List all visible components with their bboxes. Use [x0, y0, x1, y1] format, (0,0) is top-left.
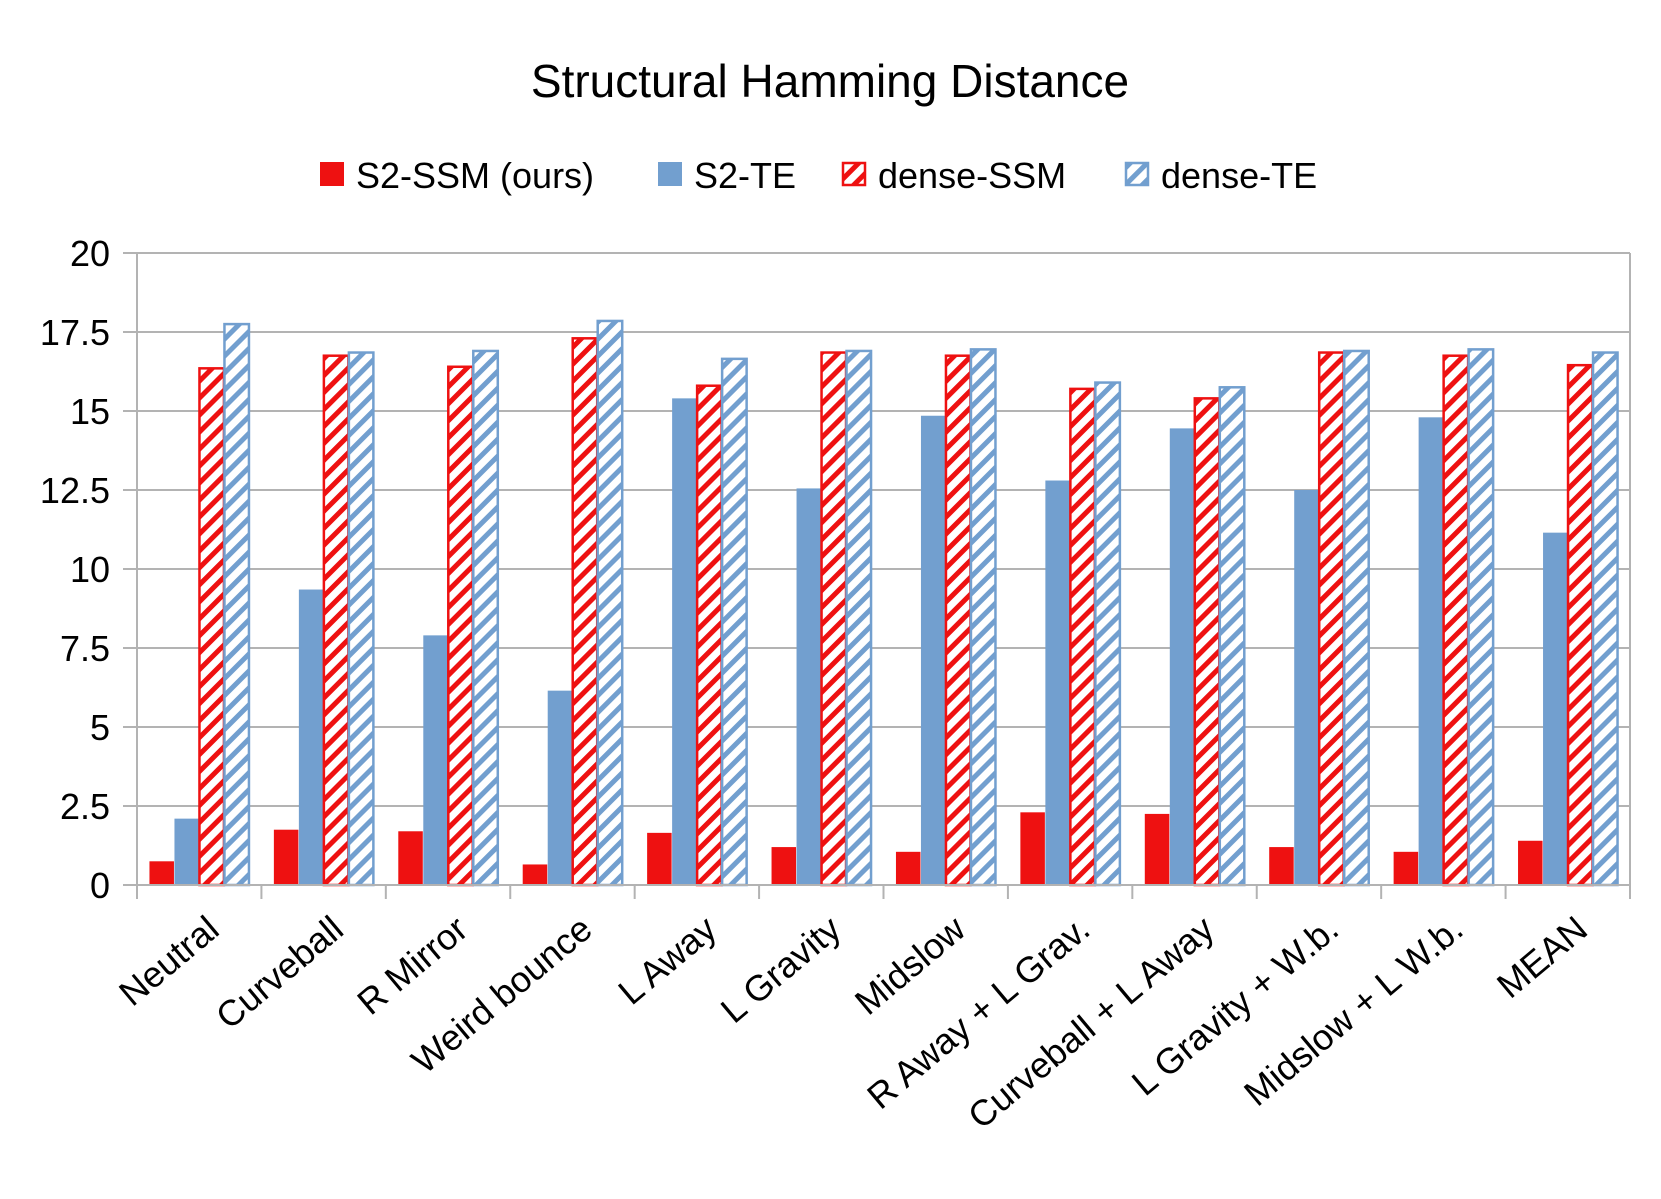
chart-title: Structural Hamming Distance: [531, 55, 1129, 107]
bar-dense-ssm: [198, 367, 226, 887]
x-tick-label: L Gravity + W.b.: [1124, 908, 1346, 1104]
bar-dense-ssm: [1069, 387, 1097, 887]
legend-label: S2-TE: [694, 155, 796, 196]
bar-s2-ssm-ours: [149, 861, 174, 885]
bar-s2-ssm-ours: [1518, 840, 1543, 885]
x-tick-label: Curveball: [208, 908, 351, 1037]
bar-dense-te: [969, 348, 997, 887]
bar-s2-te: [1418, 417, 1444, 885]
bar-dense-te: [1342, 349, 1370, 887]
bar-s2-ssm-ours: [647, 832, 672, 885]
x-tick-label: Neutral: [111, 908, 226, 1014]
legend-label: dense-TE: [1161, 155, 1317, 196]
bar-dense-te: [1467, 348, 1495, 887]
legend-label: dense-SSM: [878, 155, 1066, 196]
bar-dense-te: [1591, 351, 1619, 887]
bar-dense-ssm: [447, 365, 475, 887]
bar-dense-te: [596, 319, 624, 887]
bar-s2-te: [423, 635, 448, 885]
x-tick-label: L Gravity: [713, 908, 849, 1031]
legend-swatch: [320, 162, 344, 186]
y-tick-label: 20: [70, 233, 110, 274]
y-tick-label: 5: [90, 707, 110, 748]
bar-s2-ssm-ours: [522, 864, 548, 885]
y-tick-label: 17.5: [40, 312, 110, 353]
bar-s2-ssm-ours: [895, 851, 921, 885]
bar-dense-te: [223, 322, 251, 887]
bar-s2-te: [1543, 532, 1568, 885]
legend-swatch: [658, 162, 682, 186]
bar-s2-te: [174, 818, 199, 885]
y-tick-label: 2.5: [60, 786, 110, 827]
bar-dense-ssm: [1566, 363, 1594, 887]
bar-s2-ssm-ours: [273, 829, 299, 885]
x-tick-label: R Away + L Grav.: [859, 908, 1097, 1117]
bar-dense-te: [347, 351, 375, 887]
x-tick-label: MEAN: [1489, 908, 1595, 1006]
bar-dense-ssm: [1317, 351, 1345, 887]
bar-s2-te: [920, 415, 946, 885]
legend-swatch: [1124, 161, 1150, 187]
bar-s2-ssm-ours: [771, 847, 797, 885]
bar-dense-te: [720, 357, 748, 887]
x-tick-label: Midslow + L W.b.: [1236, 908, 1471, 1114]
bar-dense-ssm: [944, 354, 972, 887]
y-axis-ticks: 0 2.5 5 7.5 10 12.5 15 17.5 20: [40, 233, 137, 906]
y-tick-label: 10: [70, 549, 110, 590]
bar-dense-ssm: [820, 351, 848, 887]
legend-swatch: [841, 161, 867, 187]
bar-s2-te: [1294, 490, 1319, 885]
bar-dense-te: [472, 349, 500, 887]
bar-s2-te: [1169, 428, 1195, 885]
legend-label: S2-SSM (ours): [356, 155, 594, 196]
bar-s2-ssm-ours: [1393, 851, 1419, 885]
bar-dense-ssm: [695, 384, 723, 887]
x-tick-label: L Away: [610, 908, 724, 1013]
bar-s2-te: [547, 690, 573, 885]
bar-s2-te: [796, 488, 822, 885]
bars: [149, 319, 1619, 887]
bar-dense-ssm: [1442, 354, 1470, 887]
y-tick-label: 12.5: [40, 470, 110, 511]
bar-dense-te: [845, 349, 873, 887]
bar-s2-te: [1045, 480, 1070, 885]
legend: S2-SSM (ours) S2-TE dense-SSM dense-TE: [320, 155, 1317, 196]
gridlines: [137, 252, 1631, 885]
bar-dense-te: [1094, 381, 1122, 887]
bar-dense-ssm: [322, 354, 350, 887]
y-tick-label: 15: [70, 391, 110, 432]
bar-s2-te: [298, 589, 324, 885]
bar-s2-ssm-ours: [1144, 813, 1170, 885]
bar-s2-ssm-ours: [398, 831, 423, 885]
bar-s2-ssm-ours: [1269, 847, 1294, 885]
y-tick-label: 7.5: [60, 628, 110, 669]
bar-dense-ssm: [571, 337, 599, 887]
bar-s2-te: [672, 398, 697, 885]
bar-s2-ssm-ours: [1020, 812, 1045, 885]
bar-dense-ssm: [1193, 397, 1221, 887]
y-tick-label: 0: [90, 865, 110, 906]
bar-dense-te: [1218, 386, 1246, 887]
